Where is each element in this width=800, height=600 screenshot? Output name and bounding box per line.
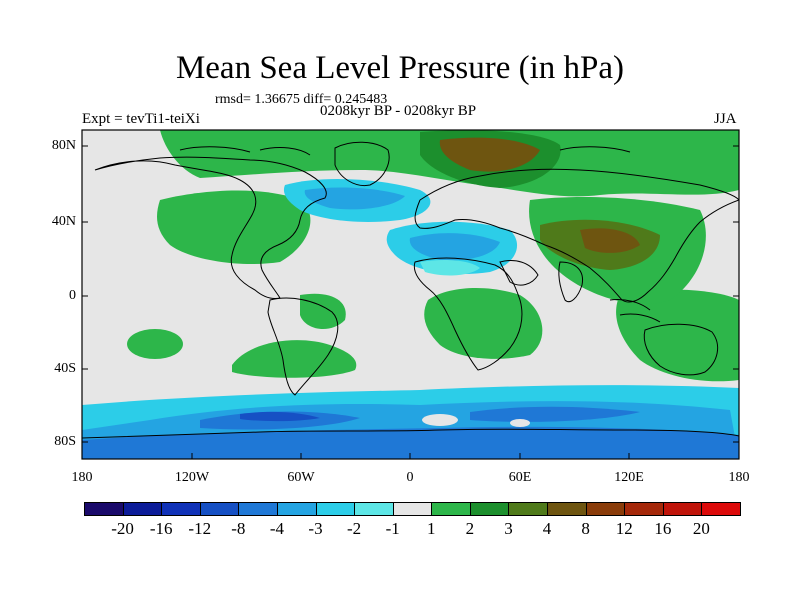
antarctic-strip (82, 426, 739, 459)
colorbar-label: 3 (504, 519, 513, 538)
lon-label: 180 (71, 470, 93, 485)
colorbar-label: -4 (269, 519, 285, 538)
lat-label: 80S (54, 434, 76, 449)
colorbar-label: 12 (615, 519, 633, 538)
lat-label: 40S (54, 361, 76, 376)
white-spot-1 (422, 414, 458, 426)
lat-label: 40N (51, 214, 76, 229)
colorbar-cell (354, 502, 394, 516)
colorbar-cell (276, 502, 317, 516)
lon-label: 60E (508, 470, 532, 485)
lon-label: 60W (287, 470, 315, 485)
lat-label: 0 (69, 288, 76, 303)
lat-label: 80N (51, 138, 76, 153)
colorbar-cell (392, 502, 433, 516)
colorbar-cell (122, 502, 163, 516)
colorbar-label: -1 (385, 519, 400, 538)
north-africa-negative (420, 260, 480, 276)
colorbar-label: 20 (692, 519, 710, 538)
south-pacific-positive (127, 329, 183, 359)
period-label: 0208kyr BP - 0208kyr BP (320, 103, 477, 119)
colorbar-label: -16 (149, 519, 173, 538)
axis-ticks (81, 145, 740, 459)
stats-line: rmsd= 1.36675 diff= 0.245483 (215, 92, 388, 107)
colorbar-label: -2 (347, 519, 362, 538)
colorbar-label: -20 (111, 519, 134, 538)
colorbar-label: 2 (465, 519, 475, 538)
lon-label: 180 (728, 470, 750, 485)
season-label: JJA (714, 111, 737, 127)
colorbar-cell (701, 502, 741, 516)
colorbar-label: 4 (542, 519, 552, 538)
colorbar-cell (84, 502, 124, 516)
colorbar-cell (431, 502, 471, 516)
north-america-positive (157, 190, 311, 265)
colorbar-cell (624, 502, 664, 516)
chart-title: Mean Sea Level Pressure (in hPa) (175, 50, 625, 86)
experiment-label: Expt = tevTi1-teiXi (82, 111, 200, 127)
white-spot-2 (510, 419, 530, 427)
lon-label: 120W (174, 470, 210, 485)
colorbar-cell (238, 502, 278, 516)
colorbar-cell (662, 502, 703, 516)
southern-africa-positive (424, 288, 543, 359)
lon-label: 120E (614, 470, 644, 485)
southern-negative-core-2 (470, 406, 640, 422)
colorbar-label: 1 (427, 519, 436, 538)
southern-negative-core-3 (240, 411, 320, 422)
east-pacific-positive (300, 293, 346, 330)
colorbar-label: -12 (188, 519, 212, 538)
indian-australia-positive (616, 289, 739, 382)
north-atlantic-negative-strong (304, 187, 405, 210)
coastlines (82, 141, 739, 439)
colorbar-label: -3 (308, 519, 323, 538)
colorbar-cell (315, 502, 356, 516)
china-core (580, 228, 640, 253)
colorbar-cell (199, 502, 240, 516)
colorbar-label: -8 (231, 519, 246, 538)
colorbar-cell (161, 502, 201, 516)
colorbar-cell (469, 502, 510, 516)
colorbar-cell (508, 502, 549, 516)
arctic-core (439, 137, 540, 172)
colorbar-cell (547, 502, 587, 516)
lon-label: 0 (406, 470, 414, 485)
colorbar-label: 8 (581, 519, 590, 538)
south-atlantic-positive (232, 340, 357, 378)
colorbar-cell (585, 502, 626, 516)
mediterranean-negative-strong (409, 233, 500, 261)
colorbar-label: 16 (654, 519, 672, 538)
